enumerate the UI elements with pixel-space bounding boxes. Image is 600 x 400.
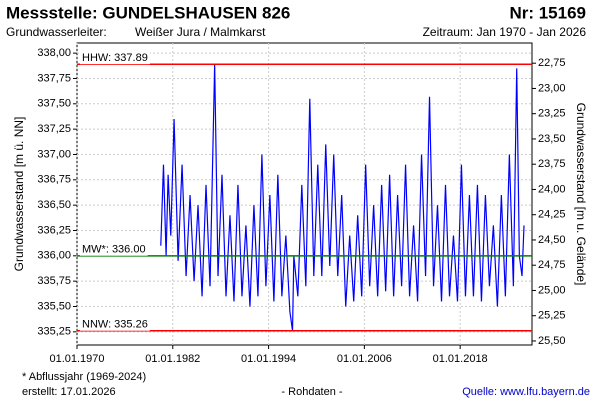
- x-tick-label: 01.01.2018: [433, 353, 488, 365]
- y-tick-label: 335,25: [37, 326, 71, 338]
- aquifer-label: Grundwasserleiter:: [6, 25, 107, 39]
- x-tick-label: 01.01.2006: [337, 353, 392, 365]
- level-line: [160, 64, 525, 331]
- y-tick-label: 338,00: [37, 47, 71, 59]
- source: Quelle: www.lfu.bayern.de: [462, 386, 590, 398]
- y-tick-label: 335,50: [37, 300, 71, 312]
- y2-tick-label: 23,25: [538, 108, 566, 120]
- y2-tick-label: 24,50: [538, 234, 566, 246]
- reference-label-bg: [80, 52, 150, 65]
- y-tick-label: 336,00: [37, 250, 71, 262]
- aquifer: Weißer Jura / Malmkarst: [135, 25, 266, 39]
- y-tick-label: 337,75: [37, 72, 71, 84]
- y2-tick-label: 23,75: [538, 158, 566, 170]
- y2-axis-label: Grundwasserstand [m u. Gelände]: [574, 103, 588, 286]
- station-number: Nr: 15169: [509, 3, 586, 22]
- y2-tick-label: 22,75: [538, 57, 566, 69]
- data-note: - Rohdaten -: [281, 386, 342, 398]
- x-tick-label: 01.01.1994: [241, 353, 296, 365]
- reference-label: MW*: 336.00: [82, 244, 146, 256]
- reference-label-bg: [80, 243, 148, 256]
- created: erstellt: 17.01.2026: [22, 386, 116, 398]
- footnote: * Abflussjahr (1969-2024): [22, 371, 146, 383]
- y-tick-label: 336,75: [37, 174, 71, 186]
- plot-area: [76, 42, 533, 346]
- y-axis-label: Grundwasserstand [m ü. NN]: [12, 117, 26, 272]
- y-tick-label: 337,00: [37, 148, 71, 160]
- y-tick-label: 336,50: [37, 199, 71, 211]
- y-tick-label: 337,50: [37, 98, 71, 110]
- y2-tick-label: 24,75: [538, 259, 566, 271]
- reference-label: NNW: 335.26: [82, 319, 148, 331]
- y2-tick-label: 24,25: [538, 209, 566, 221]
- y-tick-label: 335,75: [37, 275, 71, 287]
- reference-label-bg: [80, 318, 150, 331]
- x-tick-label: 01.01.1982: [145, 353, 200, 365]
- y2-tick-label: 25,25: [538, 310, 566, 322]
- y2-tick-label: 23,50: [538, 133, 566, 145]
- x-tick-label: 01.01.1970: [49, 353, 104, 365]
- chart-title: Messstelle: GUNDELSHAUSEN 826: [6, 3, 290, 22]
- y2-tick-label: 25,00: [538, 284, 566, 296]
- y-tick-label: 337,25: [37, 123, 71, 135]
- period: Zeitraum: Jan 1970 - Jan 2026: [423, 25, 587, 39]
- reference-label: HHW: 337.89: [82, 52, 148, 64]
- y2-tick-label: 24,00: [538, 183, 566, 195]
- y-tick-label: 336,25: [37, 224, 71, 236]
- y2-tick-label: 25,50: [538, 335, 566, 347]
- y2-tick-label: 23,00: [538, 82, 566, 94]
